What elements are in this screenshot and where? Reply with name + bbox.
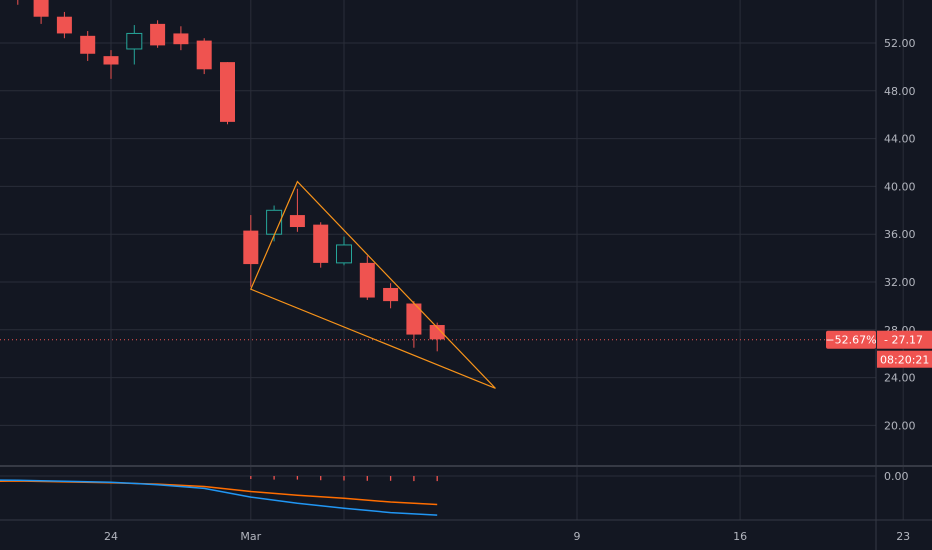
price-tick-label: 48.00: [884, 85, 916, 98]
candle-body: [359, 262, 375, 298]
macd-line: [0, 479, 438, 516]
price-badges: −52.67% - 27.17 08:20:21: [825, 330, 932, 368]
candle-down[interactable]: [406, 301, 422, 348]
candle-down[interactable]: [33, 0, 49, 24]
candle-body: [150, 23, 166, 46]
candle-down[interactable]: [10, 0, 25, 5]
indicator-zero-label: 0.00: [884, 470, 909, 483]
candle-body: [173, 33, 189, 45]
countdown-badge-text: 08:20:21: [880, 354, 929, 367]
candle-down[interactable]: [173, 26, 189, 51]
candle-body: [220, 62, 235, 122]
time-tick-label: 23: [896, 530, 910, 543]
candle-body: [429, 325, 445, 340]
candle-up[interactable]: [126, 25, 143, 65]
change-badge: [826, 330, 876, 349]
candle-body: [383, 287, 399, 302]
macd-pane: [0, 475, 876, 516]
wedge-outline[interactable]: [250, 180, 496, 389]
candle-down[interactable]: [383, 283, 399, 309]
candle-body: [33, 0, 49, 17]
time-tick-label: 24: [104, 530, 118, 543]
signal-line: [0, 480, 438, 506]
candle-body: [80, 35, 96, 54]
price-tick-label: 40.00: [884, 180, 916, 193]
candle-body: [289, 215, 305, 228]
candle-down[interactable]: [220, 62, 235, 125]
countdown-badge: [877, 350, 932, 368]
candle-body: [103, 56, 119, 65]
candles: [10, 0, 445, 352]
price-tick-label: 52.00: [884, 37, 916, 50]
candle-body: [56, 16, 72, 34]
candle-down[interactable]: [359, 255, 375, 300]
axes: 52.0048.0044.0040.0036.0032.0028.0024.00…: [104, 37, 916, 543]
candle-down[interactable]: [313, 222, 329, 268]
candle-down[interactable]: [243, 215, 259, 287]
candle-down[interactable]: [289, 188, 305, 232]
time-tick-label: 9: [574, 530, 581, 543]
candle-body: [126, 32, 143, 50]
price-tick-label: 24.00: [884, 372, 916, 385]
candle-body: [313, 224, 329, 263]
time-tick-label: Mar: [240, 530, 261, 543]
price-badge-text: - 27.17: [884, 334, 923, 347]
candle-down[interactable]: [80, 31, 96, 61]
change-badge-text: −52.67%: [825, 334, 876, 347]
price-badge: [877, 330, 932, 349]
price-tick-label: 36.00: [884, 228, 916, 241]
candle-down[interactable]: [56, 11, 72, 39]
candle-body: [196, 40, 212, 70]
price-tick-label: 32.00: [884, 276, 916, 289]
candle-down[interactable]: [150, 20, 166, 48]
time-tick-label: 16: [733, 530, 747, 543]
candle-body: [336, 244, 352, 264]
price-tick-label: 44.00: [884, 133, 916, 146]
price-tick-label: 20.00: [884, 419, 916, 432]
candle-body: [406, 303, 422, 335]
falling-wedge-pattern[interactable]: [250, 180, 496, 389]
candle-up[interactable]: [336, 236, 352, 266]
candle-down[interactable]: [103, 50, 119, 79]
candle-down[interactable]: [196, 38, 212, 75]
candle-body: [243, 230, 259, 265]
